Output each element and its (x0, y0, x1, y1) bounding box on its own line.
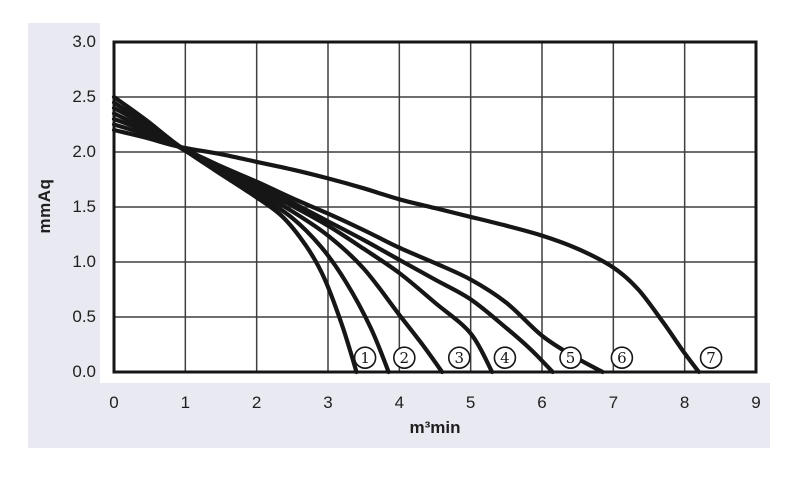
x-tick-label: 4 (394, 393, 405, 412)
curve-label-6: 6 (610, 346, 634, 370)
curve-label-number: 4 (500, 349, 510, 367)
y-tick-label: 0.5 (72, 307, 96, 326)
curve-label-circle (447, 346, 471, 370)
performance-curves (111, 94, 701, 375)
x-tick-label: 6 (537, 393, 547, 412)
curve-label-number: 7 (706, 349, 716, 367)
curve-label-number: 1 (360, 349, 370, 367)
y-tick-label: 0.0 (72, 362, 96, 381)
curve-label-circle (393, 346, 416, 370)
x-axis-title: m³min (409, 418, 461, 437)
curve-label-number: 5 (566, 349, 576, 367)
curve-label-7: 7 (699, 346, 723, 370)
y-tick-label: 2.0 (72, 142, 96, 161)
curve-label-circle (559, 346, 582, 370)
curve-7 (111, 127, 701, 375)
x-tick-label: 8 (679, 393, 690, 412)
curve-label-circle (353, 346, 377, 370)
curve-label-5: 5 (559, 346, 582, 370)
curve-label-circle (699, 346, 723, 370)
curve-6 (111, 122, 605, 375)
x-tick-label: 5 (465, 393, 476, 412)
x-axis-band (28, 383, 770, 448)
x-tick-label: 0 (109, 393, 119, 412)
curve-label-circle (610, 346, 634, 370)
plot-border (112, 40, 758, 374)
curve-label-3: 3 (447, 346, 471, 370)
y-tick-label: 3.0 (72, 32, 96, 51)
x-tick-label: 9 (751, 393, 761, 412)
curve-label-circle (493, 346, 517, 370)
x-tick-label: 1 (180, 393, 191, 412)
curve-label-number: 2 (400, 349, 410, 367)
x-tick-label: 3 (323, 393, 333, 412)
y-axis-band (28, 23, 100, 448)
curve-label-number: 3 (454, 349, 464, 367)
y-tick-label: 1.5 (72, 197, 96, 216)
curve-label-number: 6 (617, 349, 627, 367)
x-tick-label: 2 (251, 393, 262, 412)
curve-3 (111, 105, 445, 375)
y-tick-label: 2.5 (72, 87, 96, 106)
y-tick-label: 1.0 (72, 252, 96, 271)
curve-label-2: 2 (393, 346, 416, 370)
curve-5 (111, 116, 555, 375)
curve-number-labels: 1 2 3 4 5 6 7 (353, 346, 723, 370)
curve-label-4: 4 (493, 346, 517, 370)
x-tick-label: 7 (608, 393, 619, 412)
curve-label-1: 1 (353, 346, 377, 370)
y-axis-title: mmAq (35, 178, 54, 234)
